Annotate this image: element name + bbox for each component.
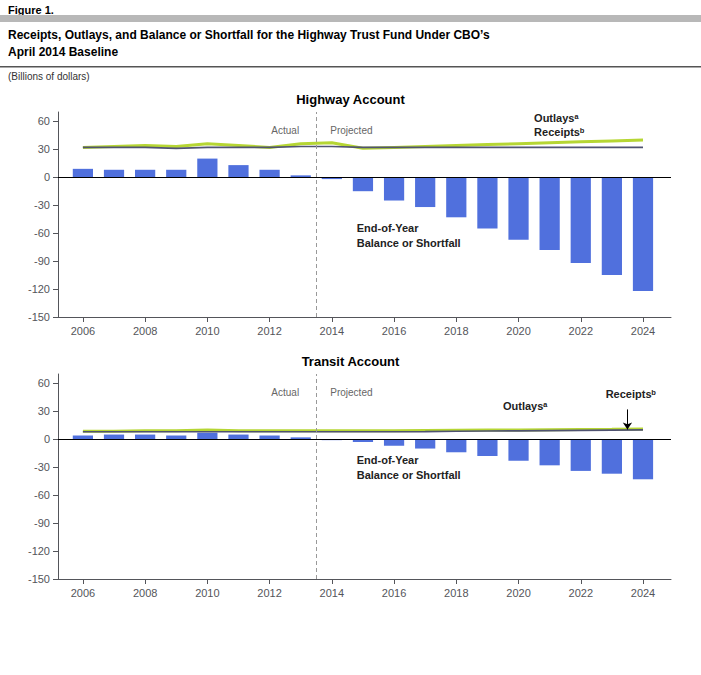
svg-text:2012: 2012 (257, 587, 281, 599)
svg-text:30: 30 (38, 405, 50, 417)
svg-text:60: 60 (38, 377, 50, 389)
svg-text:End-of-Year: End-of-Year (357, 222, 419, 234)
svg-text:Actual: Actual (271, 125, 299, 136)
svg-text:60: 60 (38, 115, 50, 127)
svg-text:2016: 2016 (382, 587, 406, 599)
svg-text:April 2014 Baseline: April 2014 Baseline (8, 45, 118, 59)
svg-text:2018: 2018 (444, 325, 468, 337)
svg-text:30: 30 (38, 143, 50, 155)
svg-text:-30: -30 (34, 199, 50, 211)
svg-text:-60: -60 (34, 489, 50, 501)
svg-text:2012: 2012 (257, 325, 281, 337)
svg-text:2014: 2014 (320, 325, 344, 337)
svg-text:2022: 2022 (569, 587, 593, 599)
svg-text:2022: 2022 (569, 325, 593, 337)
svg-text:Actual: Actual (271, 387, 299, 398)
svg-text:Highway Account: Highway Account (296, 92, 405, 107)
svg-text:(Billions of dollars): (Billions of dollars) (8, 71, 90, 82)
svg-text:2006: 2006 (71, 325, 95, 337)
svg-text:Figure 1.: Figure 1. (8, 4, 54, 16)
svg-text:-150: -150 (28, 573, 50, 585)
svg-text:Outlaysᵃ: Outlaysᵃ (503, 400, 548, 412)
svg-text:Projected: Projected (330, 125, 372, 136)
svg-text:2006: 2006 (71, 587, 95, 599)
svg-text:2018: 2018 (444, 587, 468, 599)
svg-text:-90: -90 (34, 517, 50, 529)
svg-text:Balance or Shortfall: Balance or Shortfall (357, 469, 461, 481)
svg-text:0: 0 (44, 433, 50, 445)
svg-text:0: 0 (44, 171, 50, 183)
svg-text:-30: -30 (34, 461, 50, 473)
svg-text:2010: 2010 (195, 587, 219, 599)
svg-text:2016: 2016 (382, 325, 406, 337)
svg-text:Transit Account: Transit Account (302, 354, 400, 369)
svg-text:Receipts, Outlays, and Balance: Receipts, Outlays, and Balance or Shortf… (8, 28, 490, 42)
svg-text:2020: 2020 (506, 325, 530, 337)
svg-text:2008: 2008 (133, 587, 157, 599)
svg-text:2014: 2014 (320, 587, 344, 599)
svg-text:End-of-Year: End-of-Year (357, 454, 419, 466)
svg-text:-120: -120 (28, 545, 50, 557)
svg-text:-150: -150 (28, 311, 50, 323)
svg-text:Receiptsᵇ: Receiptsᵇ (534, 126, 585, 138)
svg-text:2010: 2010 (195, 325, 219, 337)
svg-text:2008: 2008 (133, 325, 157, 337)
svg-text:2024: 2024 (631, 587, 655, 599)
svg-text:Balance or Shortfall: Balance or Shortfall (357, 237, 461, 249)
svg-text:2020: 2020 (506, 587, 530, 599)
svg-text:-60: -60 (34, 227, 50, 239)
svg-text:-90: -90 (34, 255, 50, 267)
svg-text:Outlaysᵃ: Outlaysᵃ (534, 112, 579, 124)
svg-text:-120: -120 (28, 283, 50, 295)
svg-text:2024: 2024 (631, 325, 655, 337)
svg-text:Receiptsᵇ: Receiptsᵇ (606, 388, 657, 400)
svg-text:Projected: Projected (330, 387, 372, 398)
